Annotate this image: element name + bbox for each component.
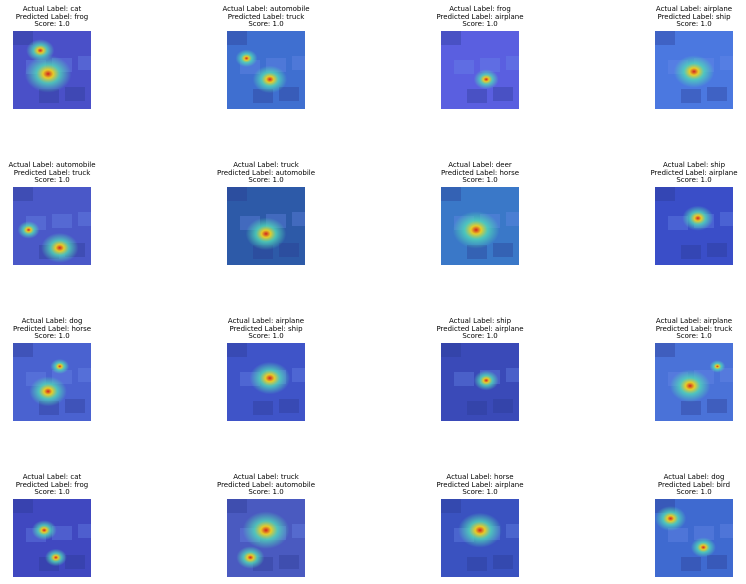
predicted-label-text: Predicted Label: airplane <box>650 168 738 177</box>
heatmap-image <box>227 499 305 577</box>
score-text: Score: 1.0 <box>462 176 498 185</box>
panel-caption: Actual Label: dog Predicted Label: horse S… <box>0 317 112 341</box>
actual-label-text: Actual Label: airplane <box>655 317 733 325</box>
heatmap-image <box>227 31 305 109</box>
actual-label-text: Actual Label: horse <box>446 473 514 481</box>
predicted-label-text: Predicted Label: automobile <box>216 168 316 177</box>
predicted-label-text: Predicted Label: airplane <box>436 324 524 333</box>
panel-caption: Actual Label: truck Predicted Label: auto… <box>206 473 326 497</box>
panel-caption: Actual Label: cat Predicted Label: frog Sc… <box>0 5 112 29</box>
heatmap-image <box>227 343 305 421</box>
actual-label-text: Actual Label: deer <box>448 161 512 169</box>
score-text: Score: 1.0 <box>248 332 284 341</box>
panel-caption: Actual Label: deer Predicted Label: horse… <box>420 161 540 185</box>
score-text: Score: 1.0 <box>676 332 712 341</box>
heatmap-image <box>13 187 91 265</box>
score-text: Score: 1.0 <box>462 332 498 341</box>
actual-label-text: Actual Label: dog <box>663 473 725 481</box>
score-text: Score: 1.0 <box>34 332 70 341</box>
heatmap-image <box>655 187 733 265</box>
heatmap-image <box>655 499 733 577</box>
score-text: Score: 1.0 <box>248 488 284 497</box>
actual-label-text: Actual Label: automobile <box>222 5 310 13</box>
heatmap-image <box>441 343 519 421</box>
predicted-label-text: Predicted Label: horse <box>12 324 92 333</box>
score-text: Score: 1.0 <box>34 176 70 185</box>
heatmap-image <box>441 31 519 109</box>
actual-label-text: Actual Label: airplane <box>227 317 305 325</box>
actual-label-text: Actual Label: cat <box>22 5 82 13</box>
panel-caption: Actual Label: automobile Predicted Label:… <box>206 5 326 29</box>
score-text: Score: 1.0 <box>248 20 284 29</box>
actual-label-text: Actual Label: cat <box>22 473 82 481</box>
score-text: Score: 1.0 <box>34 20 70 29</box>
score-text: Score: 1.0 <box>676 176 712 185</box>
predicted-label-text: Predicted Label: frog <box>15 12 89 21</box>
predicted-label-text: Predicted Label: truck <box>655 324 733 333</box>
actual-label-text: Actual Label: dog <box>21 317 83 325</box>
actual-label-text: Actual Label: frog <box>449 5 511 13</box>
heatmap-image <box>655 31 733 109</box>
predicted-label-text: Predicted Label: frog <box>15 480 89 489</box>
actual-label-text: Actual Label: automobile <box>8 161 96 169</box>
actual-label-text: Actual Label: truck <box>233 473 299 481</box>
panel-caption: Actual Label: airplane Predicted Label: s… <box>634 5 746 29</box>
predicted-label-text: Predicted Label: truck <box>227 12 305 21</box>
panel-caption: Actual Label: automobile Predicted Label:… <box>0 161 112 185</box>
heatmap-image <box>13 31 91 109</box>
predicted-label-text: Predicted Label: automobile <box>216 480 316 489</box>
score-text: Score: 1.0 <box>676 20 712 29</box>
panel-caption: Actual Label: truck Predicted Label: auto… <box>206 161 326 185</box>
predicted-label-text: Predicted Label: bird <box>657 480 731 489</box>
predicted-label-text: Predicted Label: truck <box>13 168 91 177</box>
panel-caption: Actual Label: airplane Predicted Label: t… <box>634 317 746 341</box>
predicted-label-text: Predicted Label: ship <box>657 12 731 21</box>
score-text: Score: 1.0 <box>34 488 70 497</box>
actual-label-text: Actual Label: ship <box>448 317 512 325</box>
heatmap-image <box>227 187 305 265</box>
panel-caption: Actual Label: ship Predicted Label: airpl… <box>634 161 746 185</box>
score-text: Score: 1.0 <box>462 20 498 29</box>
panel-caption: Actual Label: cat Predicted Label: frog Sc… <box>0 473 112 497</box>
score-text: Score: 1.0 <box>248 176 284 185</box>
actual-label-text: Actual Label: ship <box>662 161 726 169</box>
panel-caption: Actual Label: frog Predicted Label: airpl… <box>420 5 540 29</box>
heatmap-image <box>13 499 91 577</box>
heatmap-image <box>655 343 733 421</box>
panel-caption: Actual Label: airplane Predicted Label: s… <box>206 317 326 341</box>
predicted-label-text: Predicted Label: airplane <box>436 12 524 21</box>
panel-caption: Actual Label: ship Predicted Label: airpl… <box>420 317 540 341</box>
heatmap-image <box>13 343 91 421</box>
predicted-label-text: Predicted Label: ship <box>229 324 303 333</box>
score-text: Score: 1.0 <box>676 488 712 497</box>
actual-label-text: Actual Label: truck <box>233 161 299 169</box>
heatmap-image <box>441 499 519 577</box>
panel-caption: Actual Label: horse Predicted Label: airp… <box>420 473 540 497</box>
predicted-label-text: Predicted Label: horse <box>440 168 520 177</box>
score-text: Score: 1.0 <box>462 488 498 497</box>
heatmap-image <box>441 187 519 265</box>
actual-label-text: Actual Label: airplane <box>655 5 733 13</box>
predicted-label-text: Predicted Label: airplane <box>436 480 524 489</box>
panel-caption: Actual Label: dog Predicted Label: bird Sc… <box>634 473 746 497</box>
